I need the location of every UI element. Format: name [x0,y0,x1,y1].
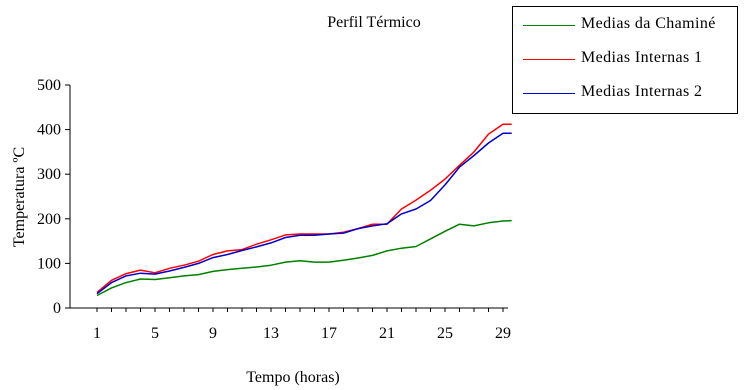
series-layer [96,123,512,297]
x-tick-label: 17 [321,325,337,342]
y-tick-label: 0 [53,300,61,317]
legend-swatch-chamine [523,25,575,26]
legend-label-internas-1: Medias Internas 1 [581,49,703,66]
legend: Medias da Chaminé Medias Internas 1 Medi… [512,6,738,114]
y-tick-label: 100 [37,255,61,272]
series-line-2 [96,132,512,295]
x-tick-label: 21 [379,325,395,342]
y-tick-label: 500 [37,77,61,94]
x-tick-label: 9 [209,325,217,342]
x-tick-label: 5 [151,325,159,342]
x-tick-label: 29 [495,325,511,342]
chart-title: Perfil Térmico [327,14,420,31]
legend-swatch-internas-1 [523,59,575,60]
y-tick-label: 300 [37,166,61,183]
series-line-0 [96,219,512,297]
legend-label-internas-2: Medias Internas 2 [581,83,703,100]
x-tick-label: 13 [263,325,279,342]
x-tick-label: 1 [93,325,101,342]
x-axis-label: Tempo (horas) [246,369,340,386]
series-line-1 [96,123,512,293]
axes: 0 100 200 300 400 500 1 5 9 13 17 21 25 29 [37,77,511,342]
y-tick-label: 200 [37,211,61,228]
y-tick-label: 400 [37,122,61,139]
legend-label-chamine: Medias da Chaminé [581,15,716,32]
legend-swatch-internas-2 [523,93,575,94]
legend-item-internas-2: Medias Internas 2 [513,81,737,107]
legend-item-internas-1: Medias Internas 1 [513,47,737,73]
y-axis-label: Temperatura ºC [11,147,28,247]
legend-item-chamine: Medias da Chaminé [513,13,737,39]
x-tick-label: 25 [437,325,453,342]
